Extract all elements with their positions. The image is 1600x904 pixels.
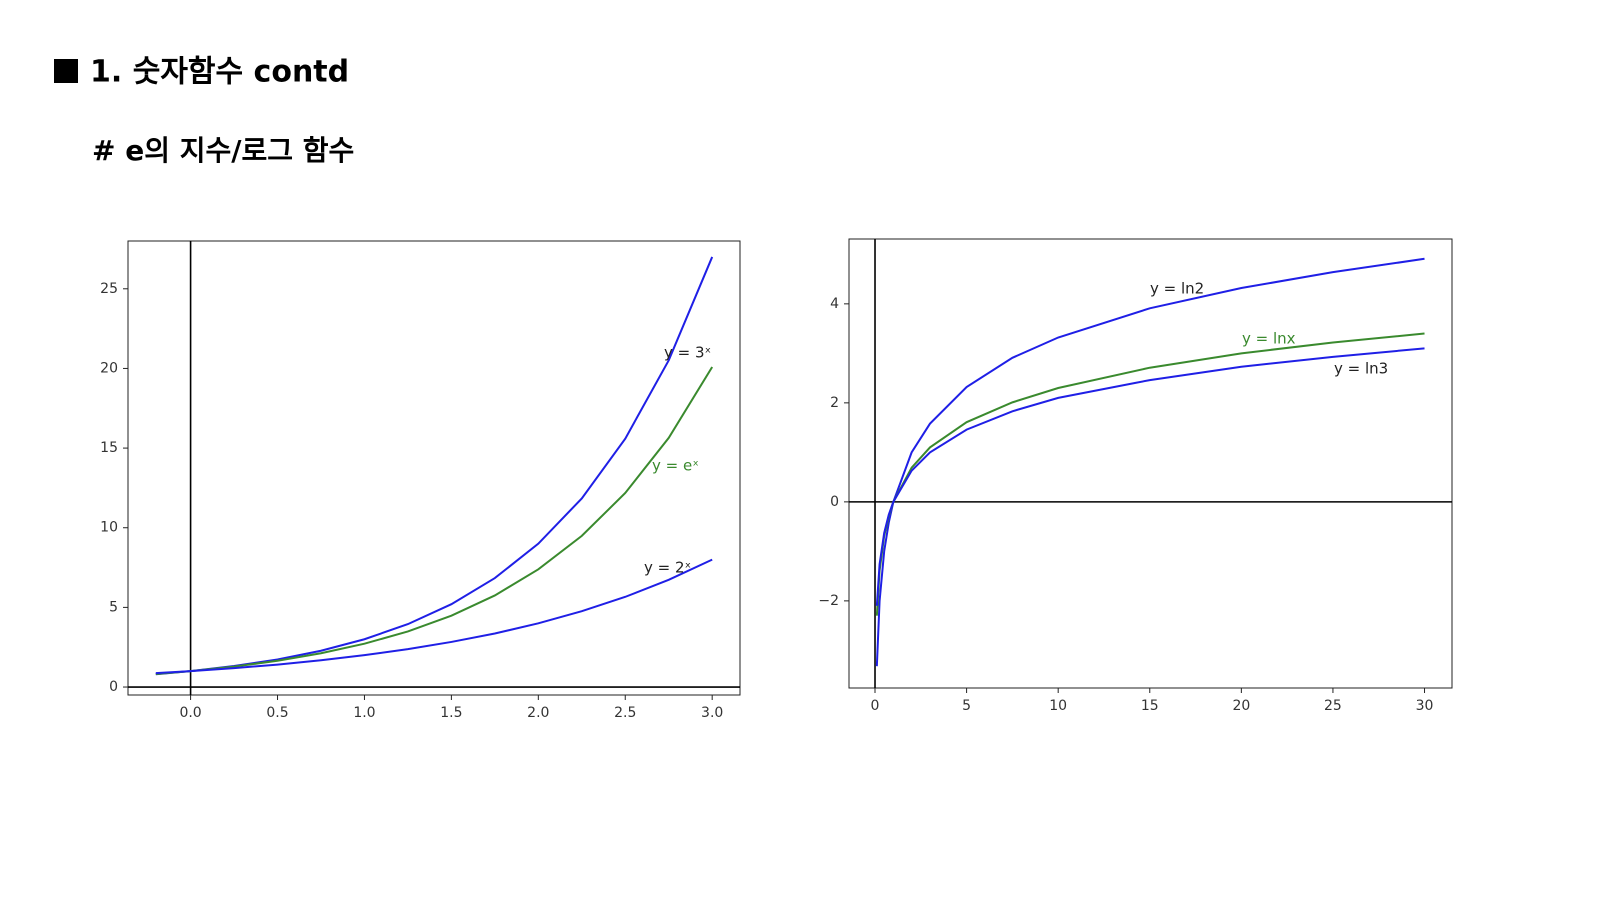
line-series: [155, 558, 713, 675]
y-tick-label: 4: [830, 296, 839, 312]
series-label: y = ln3: [1334, 360, 1388, 378]
y-tick-label: 5: [109, 599, 118, 615]
y-tick-label: 10: [100, 520, 118, 536]
line-series: [875, 347, 1425, 606]
series-label: y = lnx: [1242, 330, 1296, 348]
plot-frame: [127, 240, 741, 696]
slide-subtitle: # e의 지수/로그 함수: [92, 134, 354, 167]
y-tick-label: 0: [830, 494, 839, 510]
x-tick-label: 25: [1324, 698, 1342, 714]
y-tick-label: −2: [818, 593, 839, 609]
plot-frame: [848, 238, 1453, 689]
y-tick-label: 2: [830, 395, 839, 411]
x-tick-label: 3.0: [701, 705, 723, 721]
x-tick-label: 2.0: [527, 705, 549, 721]
line-series: [875, 257, 1425, 667]
chart: 0.0 0.5 1.0 1.5 2.0 2.5 3.0 0 5 10 15 20 25 y = 3ˣ y =…: [100, 240, 741, 721]
y-tick-label: 25: [100, 281, 118, 297]
chart: 0 5 10 15 20 25 30 −2 0 2 4 y = ln2 y = lnx y = ln3: [818, 238, 1453, 714]
x-tick-label: 1.0: [353, 705, 375, 721]
x-tick-label: 2.5: [614, 705, 636, 721]
x-tick-label: 20: [1232, 698, 1250, 714]
x-tick-label: 0.0: [179, 705, 201, 721]
x-tick-label: 5: [962, 698, 971, 714]
series-label: y = ln2: [1150, 280, 1204, 298]
line-series: [155, 366, 714, 675]
y-tick-label: 0: [109, 679, 118, 695]
x-tick-label: 0: [871, 698, 880, 714]
x-tick-label: 10: [1049, 698, 1067, 714]
series-label: y = 2ˣ: [644, 559, 691, 577]
slide-title: 1. 숫자함수 contd: [90, 55, 349, 90]
bullet-square: [54, 59, 78, 83]
x-tick-label: 15: [1141, 698, 1159, 714]
x-tick-label: 1.5: [440, 705, 462, 721]
series-label: y = 3ˣ: [664, 344, 711, 362]
line-series: [155, 256, 714, 676]
series-label: y = eˣ: [652, 457, 699, 475]
y-tick-label: 20: [100, 360, 118, 376]
y-tick-label: 15: [100, 440, 118, 456]
x-tick-label: 30: [1416, 698, 1434, 714]
x-tick-label: 0.5: [266, 705, 288, 721]
